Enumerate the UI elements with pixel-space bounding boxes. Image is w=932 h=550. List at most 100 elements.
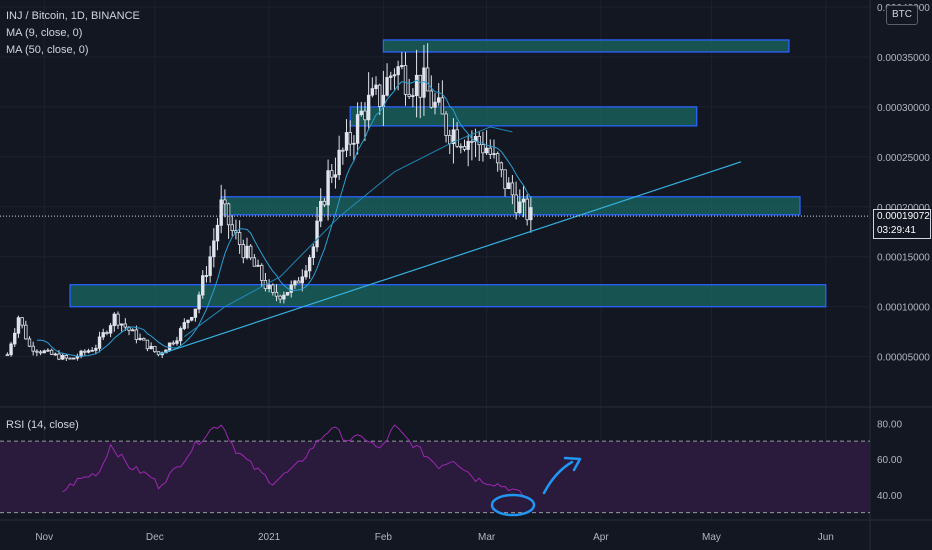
candle-body bbox=[24, 324, 28, 340]
candle-body bbox=[370, 88, 375, 96]
candle-body bbox=[112, 313, 116, 326]
resistance-zone bbox=[220, 196, 801, 216]
legend-symbol[interactable]: INJ / Bitcoin, 1D, BINANCE bbox=[6, 10, 140, 22]
candle-body bbox=[507, 182, 511, 190]
candle-body bbox=[322, 200, 327, 206]
time-tick-label: Nov bbox=[35, 532, 53, 543]
candle-body bbox=[514, 194, 518, 214]
candle-body bbox=[326, 170, 330, 206]
candle-body bbox=[134, 329, 139, 340]
price-tick-label: 0.00025000 bbox=[877, 153, 930, 164]
time-tick-label: Feb bbox=[375, 532, 393, 543]
candle-body bbox=[175, 340, 179, 344]
legend-ma9[interactable]: MA (9, close, 0) bbox=[6, 27, 83, 39]
candle-body bbox=[57, 353, 61, 360]
candle-body bbox=[68, 357, 72, 360]
candle-body bbox=[289, 284, 293, 293]
candle-body bbox=[267, 284, 271, 290]
candle-body bbox=[142, 337, 146, 341]
candle-body bbox=[271, 284, 275, 293]
candle-body bbox=[418, 74, 422, 98]
candle-body bbox=[422, 67, 426, 98]
candle-body bbox=[392, 74, 397, 77]
candle-body bbox=[42, 350, 46, 354]
time-tick-label: Apr bbox=[593, 532, 609, 543]
candle-body bbox=[444, 113, 448, 136]
rsi-circle-annotation[interactable] bbox=[490, 493, 536, 517]
candle-body bbox=[131, 329, 135, 332]
candle-body bbox=[193, 308, 198, 318]
candle-body bbox=[411, 95, 415, 97]
support-trendline[interactable] bbox=[158, 161, 742, 356]
ma-50-line bbox=[184, 126, 513, 338]
candle-body bbox=[462, 146, 467, 150]
candle-body bbox=[425, 67, 430, 92]
price-tick-label: 0.00030000 bbox=[877, 103, 930, 114]
candle-body bbox=[208, 256, 212, 276]
candle-body bbox=[27, 338, 32, 347]
candle-body bbox=[53, 353, 57, 356]
candle-body bbox=[440, 97, 445, 115]
rsi-line bbox=[62, 424, 528, 499]
resistance-zone bbox=[69, 284, 827, 308]
candle-body bbox=[333, 174, 338, 178]
legend-ma50[interactable]: MA (50, close, 0) bbox=[6, 44, 89, 56]
candle-body bbox=[197, 294, 201, 310]
rsi-tick-label: 40.00 bbox=[877, 491, 902, 502]
candle-body bbox=[274, 291, 279, 297]
candle-body bbox=[101, 332, 105, 338]
candle-body bbox=[448, 135, 452, 145]
price-tick-label: 0.00015000 bbox=[877, 253, 930, 264]
candle-body bbox=[359, 110, 363, 116]
legend-rsi[interactable]: RSI (14, close) bbox=[6, 419, 79, 431]
candle-body bbox=[138, 337, 142, 340]
candle-body bbox=[414, 74, 419, 96]
resistance-zones[interactable] bbox=[69, 39, 827, 308]
candle-body bbox=[248, 245, 253, 259]
candle-body bbox=[366, 94, 371, 121]
candle-body bbox=[315, 220, 319, 248]
resistance-zone bbox=[349, 106, 698, 127]
candle-body bbox=[237, 232, 242, 245]
candle-body bbox=[470, 140, 474, 143]
quote-currency-badge[interactable]: BTC bbox=[886, 5, 918, 25]
candle-body bbox=[455, 129, 459, 147]
candle-body bbox=[49, 349, 54, 355]
price-tick-label: 0.00010000 bbox=[877, 303, 930, 314]
candle-body bbox=[484, 147, 489, 154]
price-tick-label: 0.00005000 bbox=[877, 353, 930, 364]
candle-body bbox=[212, 240, 216, 258]
candle-body bbox=[60, 354, 65, 360]
candle-body bbox=[149, 345, 153, 350]
price-axis-labels: 0.00005000 0.00010000 0.00015000 0.00020000… bbox=[877, 3, 930, 364]
candle-body bbox=[241, 244, 246, 259]
candle-body bbox=[396, 66, 400, 76]
candle-body bbox=[307, 257, 312, 272]
candle-body bbox=[230, 224, 234, 232]
candle-body bbox=[278, 295, 282, 300]
time-tick-label: Mar bbox=[478, 532, 496, 543]
candle-body bbox=[403, 65, 408, 95]
candle-body bbox=[355, 114, 360, 144]
candle-body bbox=[223, 199, 227, 205]
candle-body bbox=[459, 145, 463, 148]
candle-body bbox=[189, 316, 194, 321]
candle-body bbox=[282, 294, 286, 300]
candle-body bbox=[503, 169, 507, 190]
candle-body bbox=[495, 153, 500, 164]
candle-body bbox=[105, 332, 109, 334]
resistance-zone bbox=[382, 39, 790, 53]
candle-body bbox=[31, 345, 35, 352]
candle-body bbox=[488, 147, 492, 155]
candle-body bbox=[64, 354, 69, 359]
candle-body bbox=[108, 325, 113, 334]
candle-body bbox=[330, 170, 334, 178]
candle-body bbox=[296, 280, 301, 284]
candle-body bbox=[285, 292, 290, 296]
ma-9-line bbox=[36, 79, 532, 357]
rsi-arrow-annotation[interactable] bbox=[542, 460, 574, 495]
candle-body bbox=[252, 257, 257, 267]
candle-body bbox=[407, 93, 411, 97]
candle-body bbox=[518, 201, 522, 214]
